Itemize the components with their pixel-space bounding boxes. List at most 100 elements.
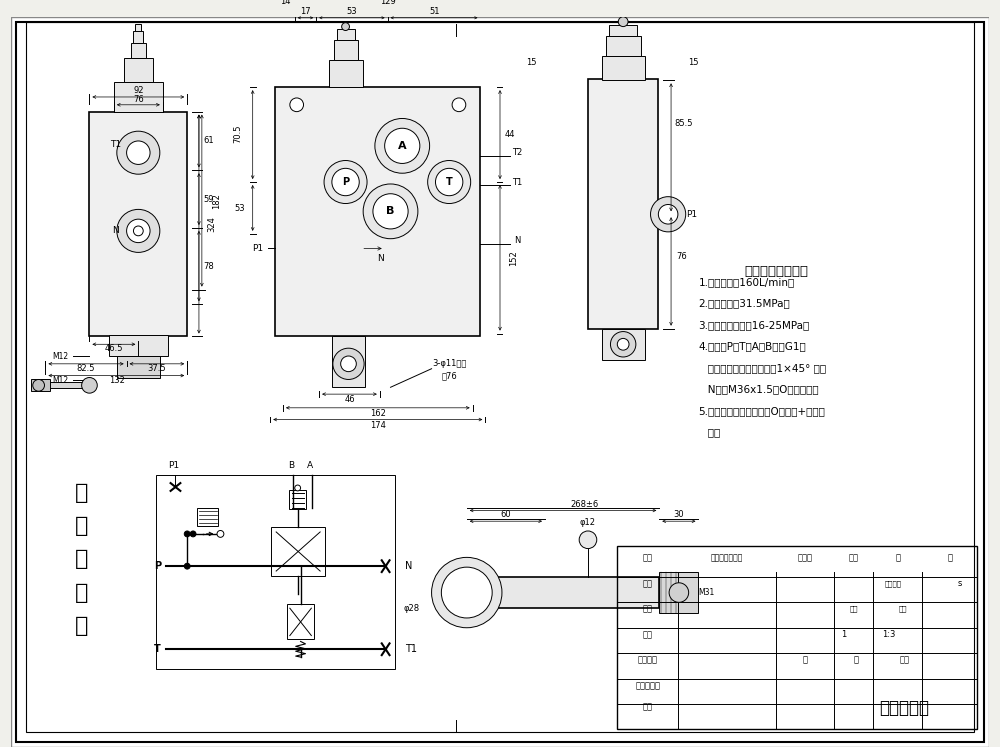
Circle shape [452,98,466,111]
Text: 174: 174 [370,421,386,430]
Text: T1: T1 [110,140,121,149]
Text: 张: 张 [802,656,807,665]
Text: 2.公称压力：31.5MPa；: 2.公称压力：31.5MPa； [698,298,790,309]
Text: 标准化检查: 标准化检查 [635,681,660,690]
Circle shape [324,161,367,203]
Bar [334,40,358,60]
Text: 182: 182 [212,193,221,208]
Bar [606,37,641,56]
Text: M12: M12 [52,376,68,385]
Circle shape [669,583,689,602]
Circle shape [342,22,349,31]
Text: 15: 15 [688,58,699,67]
Circle shape [127,141,150,164]
Text: 原: 原 [75,549,88,569]
Text: 132: 132 [109,376,125,385]
Text: T2: T2 [512,148,523,157]
Circle shape [617,338,629,350]
Text: 30: 30 [674,510,684,519]
Text: s: s [957,579,962,588]
Bar [467,577,659,608]
Bar [271,527,325,576]
Text: T1: T1 [512,178,523,187]
Text: 江源: 江源 [900,656,910,665]
Text: 理: 理 [75,583,88,603]
Text: N: N [112,226,119,235]
Circle shape [375,119,430,173]
Text: B: B [386,206,395,217]
Text: 3-φ11通孔: 3-φ11通孔 [432,359,466,368]
Text: 制图: 制图 [643,604,653,614]
Text: 59: 59 [203,195,214,204]
Text: 17: 17 [300,7,311,16]
Text: 76: 76 [676,252,687,261]
Text: A: A [398,141,407,151]
Bar [124,58,153,82]
Circle shape [117,209,160,252]
Text: 工艺检查: 工艺检查 [638,656,658,665]
Text: 129: 129 [380,0,395,6]
Text: P1: P1 [252,244,263,253]
Text: 53: 53 [235,204,245,213]
Bar [131,43,146,58]
Bar [114,82,163,111]
Circle shape [341,356,356,372]
Text: 1.公称流量：160L/min；: 1.公称流量：160L/min； [698,276,795,287]
Text: N: N [405,561,413,571]
Circle shape [385,128,420,164]
Text: 53: 53 [346,7,357,16]
Text: M31: M31 [698,588,714,597]
Text: T1: T1 [405,644,417,654]
Text: 数量: 数量 [850,606,858,613]
Text: 技术要求和参数：: 技术要求和参数： [744,265,808,279]
Text: P: P [342,177,349,187]
Text: A: A [307,461,313,470]
Bar [117,356,160,377]
Text: 76: 76 [133,96,144,105]
Bar [135,24,141,31]
Text: 页: 页 [895,554,900,562]
Text: T: T [154,644,161,654]
Circle shape [184,563,190,569]
Bar [287,604,314,639]
Text: 图样标记: 图样标记 [884,580,901,587]
Circle shape [428,161,471,203]
Bar [156,475,395,669]
Bar [197,509,218,526]
Bar [602,329,645,360]
Text: φ12: φ12 [580,518,596,527]
Polygon shape [187,512,197,522]
Bar [289,490,306,509]
Circle shape [432,557,502,627]
Text: 一联多路阀: 一联多路阀 [879,699,929,717]
Text: N口为M36x1.5，O型圈密封；: N口为M36x1.5，O型圈密封； [698,384,819,394]
Bar [275,87,480,336]
Circle shape [658,205,678,224]
Text: 46.5: 46.5 [105,344,123,353]
Text: P1: P1 [168,461,179,470]
Text: 更改人: 更改人 [797,554,812,562]
Circle shape [441,567,492,618]
Text: 均为平面密封，螺纹孔口1×45° 角；: 均为平面密封，螺纹孔口1×45° 角； [698,363,827,373]
Text: 1:3: 1:3 [882,630,896,639]
Text: M12: M12 [52,352,68,361]
Text: 5.控制方式：手动控制，O型陀杆+弹簧复: 5.控制方式：手动控制，O型陀杆+弹簧复 [698,406,825,416]
Text: P1: P1 [686,210,697,219]
Bar [617,545,977,729]
Circle shape [618,17,628,27]
Text: 70.5: 70.5 [234,125,243,143]
Circle shape [290,98,304,111]
Text: P: P [154,561,161,571]
Text: 更改内容或文件: 更改内容或文件 [711,554,743,562]
Text: 162: 162 [370,409,386,418]
Bar [45,382,90,388]
Text: 液: 液 [75,483,88,503]
Text: 比例: 比例 [898,606,907,613]
Text: 位。: 位。 [698,427,721,437]
Circle shape [190,531,196,537]
Text: 152: 152 [509,250,518,266]
Text: φ28: φ28 [404,604,420,613]
Text: 设计: 设计 [643,579,653,588]
Text: 压: 压 [75,516,88,536]
Text: 44: 44 [505,130,515,139]
